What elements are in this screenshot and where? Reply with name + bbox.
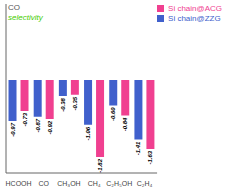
svg-text:-0.84: -0.84 bbox=[122, 117, 128, 131]
html-text:Si chain@ZZG: Si chain@ZZG bbox=[168, 14, 221, 23]
svg-text:-1.41: -1.41 bbox=[135, 141, 141, 155]
svg-text:CH₃OH: CH₃OH bbox=[57, 180, 80, 187]
svg-text:CH₄: CH₄ bbox=[88, 180, 101, 187]
svg-text:C₂H₅OH: C₂H₅OH bbox=[106, 180, 132, 187]
svg-text:-0.35: -0.35 bbox=[72, 96, 78, 110]
svg-text:-0.73: -0.73 bbox=[22, 112, 28, 126]
svg-text:-0.97: -0.97 bbox=[10, 122, 16, 136]
svg-text:-1.63: -1.63 bbox=[147, 150, 153, 164]
svg-text:-0.87: -0.87 bbox=[35, 118, 41, 132]
svg-text:C₂H₄: C₂H₄ bbox=[137, 180, 153, 187]
svg-text:CO: CO bbox=[39, 180, 50, 187]
svg-text:-1.82: -1.82 bbox=[97, 158, 103, 172]
html-text:selectivity: selectivity bbox=[8, 13, 43, 22]
html-text:CO: CO bbox=[8, 3, 20, 12]
svg-text:-1.06: -1.06 bbox=[85, 126, 91, 140]
svg-text:HCOOH: HCOOH bbox=[8, 180, 32, 187]
html-text:Si chain@ACG: Si chain@ACG bbox=[168, 4, 222, 13]
svg-text:-0.92: -0.92 bbox=[47, 120, 53, 134]
svg-text:-0.38: -0.38 bbox=[60, 97, 66, 111]
svg-text:-0.60: -0.60 bbox=[110, 107, 116, 121]
